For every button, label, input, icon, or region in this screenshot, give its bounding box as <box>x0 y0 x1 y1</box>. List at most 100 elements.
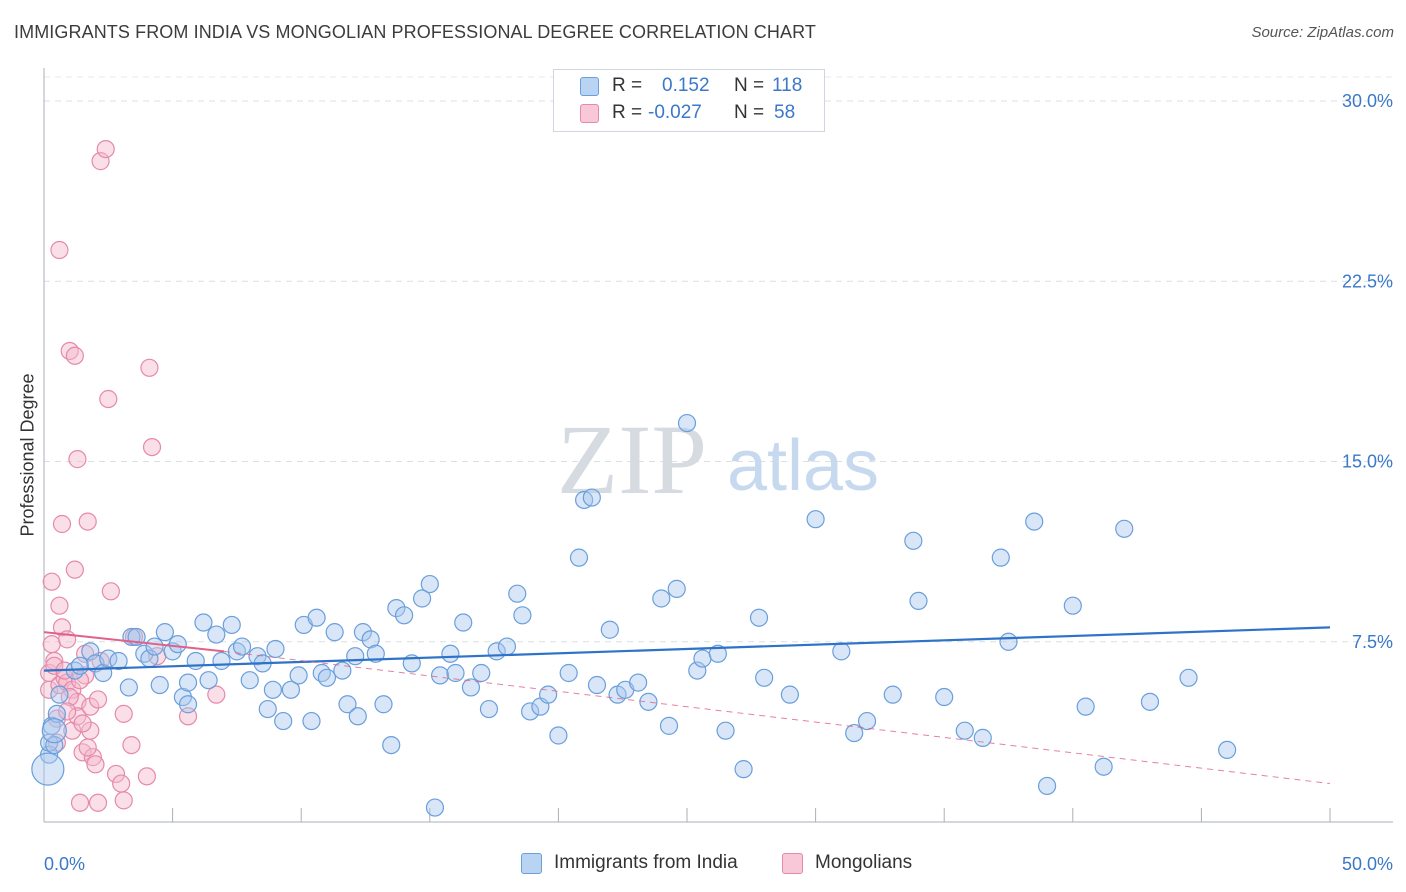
mongolians-point <box>70 793 90 812</box>
india-point <box>857 711 877 731</box>
india-point <box>70 656 90 675</box>
india-point <box>178 673 198 692</box>
india-point <box>353 623 373 642</box>
india-point <box>883 685 902 704</box>
india-point <box>302 711 321 731</box>
india-point <box>446 663 465 683</box>
legend-n-label: N = <box>734 75 765 96</box>
mongolians-points <box>40 139 226 812</box>
india-swatch <box>521 853 542 874</box>
india-point <box>425 798 445 817</box>
mongolians-point <box>50 240 69 260</box>
india-point <box>667 579 686 598</box>
mongolians-point <box>114 704 133 723</box>
india-point <box>935 687 954 707</box>
india-point <box>207 625 226 644</box>
india-point <box>479 699 499 719</box>
watermark-atlas: atlas <box>727 426 879 506</box>
mongolians-point <box>81 697 100 716</box>
india-point <box>1076 697 1095 716</box>
mongolians-point <box>140 358 159 377</box>
mongolians-swatch <box>782 853 803 874</box>
x-tick-label-max: 50.0% <box>1342 854 1393 874</box>
mongolians-point <box>73 714 92 733</box>
mongolians-point <box>68 450 87 469</box>
india-point <box>1025 512 1044 531</box>
mongolians-point <box>106 764 126 784</box>
india-point <box>212 651 231 671</box>
india-point <box>955 721 974 740</box>
india-point <box>688 661 707 680</box>
india-point <box>734 760 753 779</box>
india-point <box>845 723 864 743</box>
india-point <box>973 728 992 747</box>
india-point <box>145 637 164 656</box>
india-point <box>109 651 128 671</box>
india-point <box>749 608 769 627</box>
mongolians-point <box>42 572 61 591</box>
india-point <box>338 695 357 714</box>
mongolians-point <box>207 685 226 704</box>
india-point <box>412 589 432 608</box>
india-trend-line <box>43 626 1331 672</box>
india-point <box>194 613 213 632</box>
mongolians-point <box>63 721 82 740</box>
mongolians-point <box>86 755 105 774</box>
india-point <box>274 711 293 731</box>
mongolians-point <box>88 793 108 812</box>
india-point <box>716 721 735 740</box>
india-swatch <box>580 77 599 96</box>
source-credit: Source: ZipAtlas.com <box>1251 24 1394 41</box>
india-point <box>150 675 169 695</box>
mongolians-point <box>91 152 110 171</box>
india-point <box>366 644 385 663</box>
correlation-legend: R = 0.152 N = 118 R = -0.027 N = 58 <box>553 69 825 132</box>
india-point-cluster <box>31 752 65 786</box>
trend-lines <box>43 626 1331 785</box>
mongolians-point <box>137 767 156 786</box>
india-point <box>441 644 460 663</box>
india-point <box>348 707 367 726</box>
mongolians-point <box>101 582 120 601</box>
india-point <box>281 680 301 699</box>
india-points <box>31 413 1237 817</box>
india-point <box>999 632 1018 651</box>
india-point <box>708 644 727 663</box>
india-point <box>1115 519 1134 538</box>
india-point <box>178 695 198 714</box>
india-point <box>119 678 138 697</box>
y-tick-label: 22.5% <box>1342 271 1393 291</box>
india-point <box>539 685 558 704</box>
mongolians-point <box>99 389 118 409</box>
y-tick-label: 30.0% <box>1342 91 1393 111</box>
india-point <box>325 623 344 642</box>
india-point <box>155 623 174 642</box>
india-point <box>582 488 601 507</box>
y-tick-label: 7.5% <box>1352 632 1393 652</box>
india-point <box>806 510 825 529</box>
india-point <box>312 663 331 683</box>
axes <box>43 68 1393 823</box>
mongolians-point <box>112 774 131 793</box>
india-point <box>472 663 491 683</box>
india-point <box>652 589 671 608</box>
india-legend-label: Immigrants from India <box>554 852 738 873</box>
mongolians-point <box>65 346 84 365</box>
india-point <box>307 608 326 627</box>
legend-r-label: R = <box>612 102 643 123</box>
mongolians-point <box>78 738 97 757</box>
legend-n-value: 58 <box>774 102 796 123</box>
india-point <box>420 574 439 594</box>
mongolians-point <box>52 514 72 534</box>
mongolians-swatch <box>580 104 599 123</box>
india-point <box>81 642 100 661</box>
india-point <box>289 666 308 685</box>
india-point <box>587 675 607 695</box>
mongolians-point <box>142 437 162 457</box>
india-point <box>374 695 393 714</box>
x-tick-labels: 0.0% 50.0% <box>44 854 1393 874</box>
india-point <box>904 531 923 550</box>
y-tick-labels: 7.5% 15.0% 22.5% 30.0% <box>1342 91 1393 652</box>
india-point <box>45 735 64 755</box>
